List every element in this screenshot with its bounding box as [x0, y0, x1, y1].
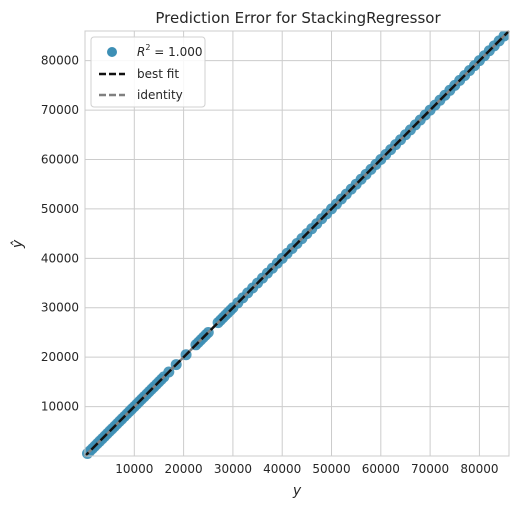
y-tick-label: 60000 — [41, 152, 79, 166]
fit-lines — [84, 30, 510, 457]
legend: R2 = 1.000 best fit identity — [90, 36, 206, 108]
plot-frame — [84, 30, 510, 457]
legend-best-fit-label: best fit — [137, 67, 179, 81]
legend-box — [90, 36, 206, 108]
x-tick-label: 50000 — [312, 462, 350, 476]
y-axis-label: ŷ — [10, 239, 26, 249]
x-tick-label: 80000 — [460, 462, 498, 476]
legend-identity-label: identity — [137, 88, 183, 102]
legend-r2-sup: 2 — [145, 43, 150, 52]
y-tick-label: 20000 — [41, 350, 79, 364]
y-tick-label: 30000 — [41, 301, 79, 315]
legend-points-marker — [107, 47, 117, 57]
chart-title: Prediction Error for StackingRegressor — [155, 9, 441, 27]
x-tick-label: 20000 — [165, 462, 203, 476]
y-tick-label: 80000 — [41, 54, 79, 68]
y-tick-label: 70000 — [41, 103, 79, 117]
grid — [85, 31, 509, 456]
y-tick-labels: 10000 20000 30000 40000 50000 60000 70000 80000 — [41, 54, 79, 414]
x-tick-label: 10000 — [115, 462, 153, 476]
x-axis-label: y — [292, 483, 302, 499]
x-tick-label: 60000 — [362, 462, 400, 476]
y-tick-label: 10000 — [41, 400, 79, 414]
legend-r2-label: R2 = 1.000 — [137, 43, 202, 59]
legend-r2-value: = 1.000 — [150, 45, 202, 59]
x-tick-label: 40000 — [263, 462, 301, 476]
y-tick-label: 40000 — [41, 251, 79, 265]
y-tick-label: 50000 — [41, 202, 79, 216]
x-tick-labels: 10000 20000 30000 40000 50000 60000 70000 80000 — [115, 462, 498, 476]
best-fit-line — [84, 30, 510, 457]
x-tick-label: 70000 — [411, 462, 449, 476]
x-tick-label: 30000 — [214, 462, 252, 476]
legend-r2-prefix: R — [137, 45, 145, 59]
